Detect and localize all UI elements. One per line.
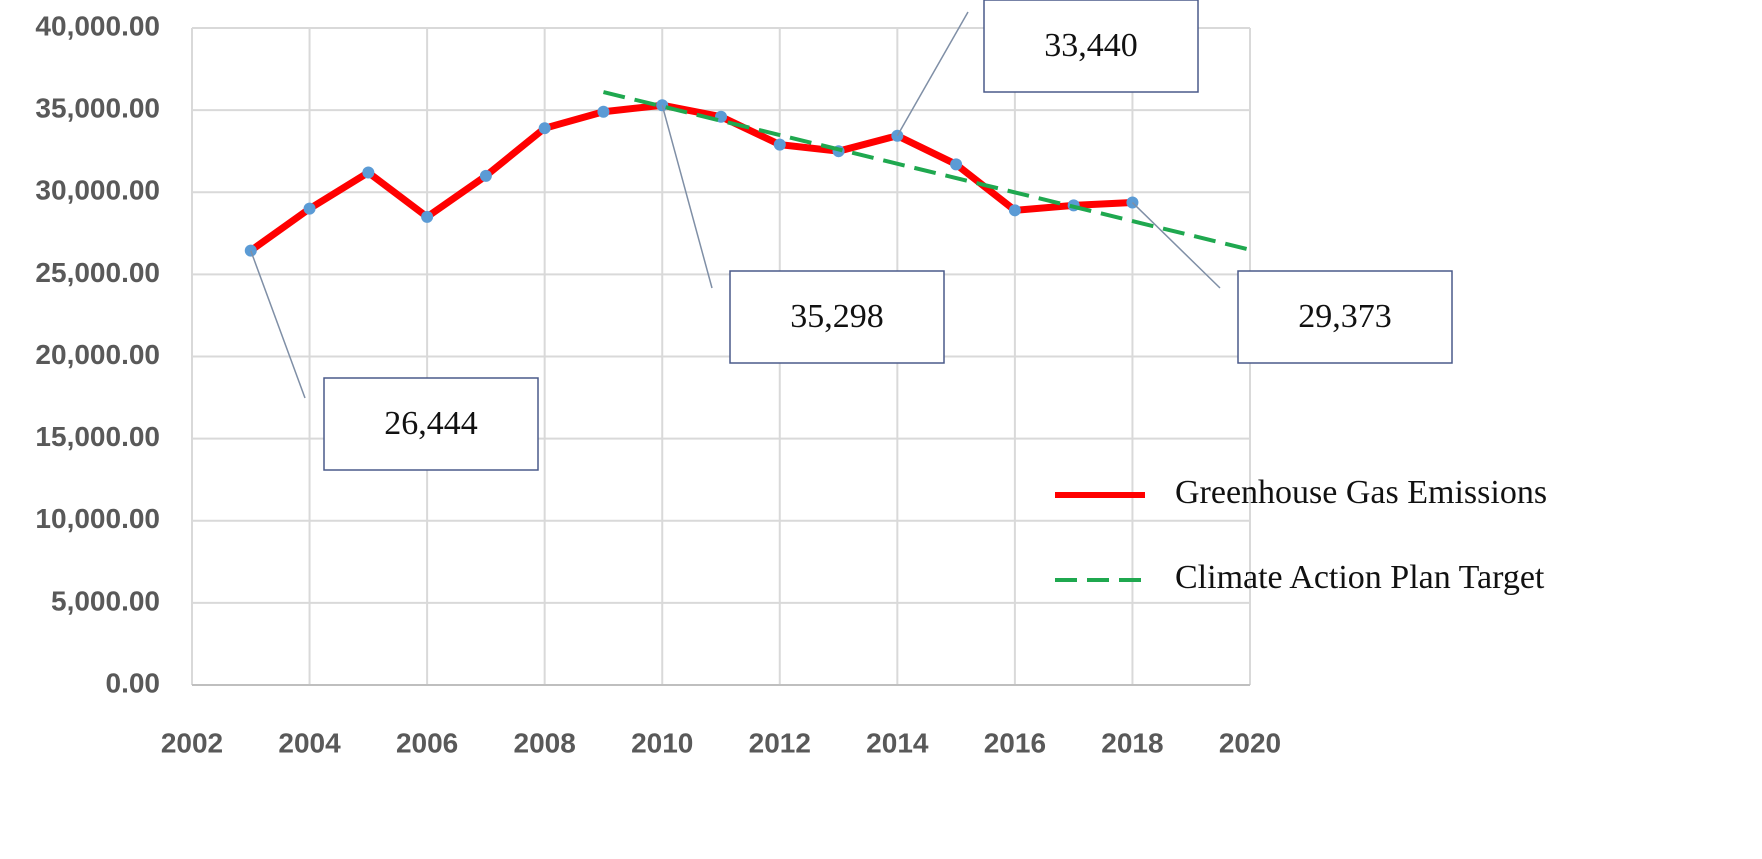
x-tick-label: 2008 <box>514 727 576 758</box>
legend-label: Climate Action Plan Target <box>1175 559 1545 596</box>
point <box>303 202 316 215</box>
leader-line <box>661 105 713 289</box>
y-tick-label: 20,000.00 <box>35 339 160 370</box>
point <box>421 210 434 223</box>
point <box>362 166 375 179</box>
legend-label: Greenhouse Gas Emissions <box>1175 474 1547 511</box>
point <box>1008 204 1021 217</box>
y-tick-label: 35,000.00 <box>35 93 160 124</box>
y-tick-label: 25,000.00 <box>35 257 160 288</box>
callout-box <box>729 270 945 364</box>
callout-label: 33,440 <box>1044 27 1138 64</box>
point <box>244 244 257 257</box>
point <box>597 105 610 118</box>
leader-line <box>250 250 306 399</box>
y-tick-label: 0.00 <box>106 667 161 698</box>
y-tick-label: 15,000.00 <box>35 421 160 452</box>
series-line <box>248 101 1133 254</box>
x-tick-label: 2006 <box>396 727 458 758</box>
x-tick-label: 2012 <box>749 727 811 758</box>
y-tick-label: 40,000.00 <box>35 10 160 41</box>
callout-box <box>1237 270 1453 364</box>
point <box>538 122 551 135</box>
point <box>950 158 963 171</box>
x-tick-label: 2004 <box>278 727 341 758</box>
callout-box <box>983 0 1199 93</box>
point <box>479 169 492 182</box>
x-tick-label: 2010 <box>631 727 693 758</box>
x-tick-label: 2020 <box>1219 727 1281 758</box>
y-tick-label: 10,000.00 <box>35 503 160 534</box>
x-tick-label: 2014 <box>866 727 929 758</box>
callout-label: 35,298 <box>790 298 884 335</box>
leader-line <box>896 11 969 137</box>
x-tick-label: 2002 <box>161 727 223 758</box>
callout-box <box>323 377 539 471</box>
leader-line <box>1131 202 1221 289</box>
y-tick-label: 5,000.00 <box>51 585 160 616</box>
point <box>773 138 786 151</box>
x-tick-label: 2016 <box>984 727 1046 758</box>
y-tick-label: 30,000.00 <box>35 175 160 206</box>
callout-label: 29,373 <box>1298 298 1392 335</box>
callout-label: 26,444 <box>384 405 478 442</box>
series-line <box>602 90 1251 252</box>
x-tick-label: 2018 <box>1101 727 1163 758</box>
